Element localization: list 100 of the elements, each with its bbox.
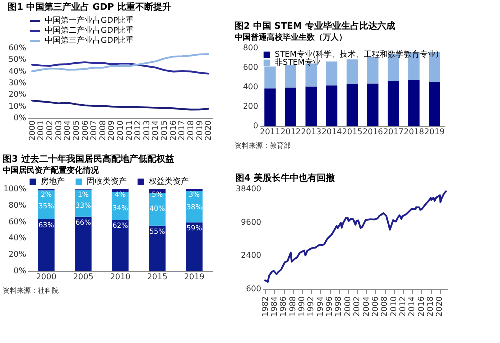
x-tick-label: 1990 <box>298 296 307 317</box>
legend-label: 房地产 <box>41 177 65 186</box>
y-tick-label: 600 <box>246 284 262 294</box>
x-tick-label: 2018 <box>186 120 196 141</box>
x-tick-label: 1994 <box>316 296 325 317</box>
y-tick-label: 60% <box>8 217 27 226</box>
x-tick-label: 2018 <box>404 128 424 136</box>
x-tick-label: 2010 <box>110 272 131 282</box>
line-series <box>32 62 210 75</box>
x-tick-label: 2015 <box>147 272 168 282</box>
bar <box>285 88 296 126</box>
x-tick-label: 2006 <box>370 296 380 317</box>
y-tick-label: 100% <box>4 184 27 194</box>
chart-title: 图1 中国第三产业占 GDP 比重不断提升 <box>8 2 172 13</box>
legend-label: 中国第三产业占GDP比重 <box>45 36 134 45</box>
bar <box>38 219 55 271</box>
x-tick-label: 2019 <box>424 128 445 136</box>
x-tick-label: 2005 <box>72 120 81 141</box>
x-tick-label: 2014 <box>408 296 417 317</box>
bar <box>367 57 379 84</box>
x-tick-label: 2014 <box>151 120 160 141</box>
x-tick-label: 2013 <box>142 120 152 141</box>
chart-title: 图2 中国 STEM 专业毕业生占比达六成 <box>235 21 396 32</box>
line-series <box>32 100 210 111</box>
bar <box>367 84 379 126</box>
bar <box>149 226 166 271</box>
x-tick-label: 2020 <box>204 120 214 141</box>
y-tick-label: 10% <box>8 102 27 111</box>
bar <box>112 189 129 192</box>
x-tick-label: 1988 <box>288 296 298 317</box>
x-tick-label: 2006 <box>80 120 90 141</box>
y-tick-label: 0% <box>14 266 27 276</box>
x-tick-label: 2015 <box>160 120 170 141</box>
x-tick-label: 2008 <box>98 120 108 141</box>
bar <box>408 80 420 126</box>
x-tick-label: 2010 <box>116 120 125 141</box>
x-tick-label: 2012 <box>398 296 408 317</box>
legend-label: 中国第二产业占GDP比重 <box>45 26 134 35</box>
y-tick-label: 800 <box>243 44 258 52</box>
legend-label: 中国第一产业占GDP比重 <box>45 16 134 25</box>
x-tick-label: 2004 <box>362 296 371 317</box>
line-series <box>32 54 210 72</box>
x-tick-label: 2003 <box>54 120 64 141</box>
x-tick-label: 2011 <box>260 128 280 136</box>
chart-title: 图4 美股长牛中也有回撤 <box>236 173 335 184</box>
y-tick-label: 20% <box>8 90 27 100</box>
line-series <box>264 190 448 283</box>
y-tick-label: 40% <box>8 66 27 76</box>
x-tick-label: 2002 <box>352 296 362 317</box>
bar <box>112 220 129 271</box>
x-tick-label: 2004 <box>63 120 72 141</box>
x-tick-label: 2016 <box>362 128 384 136</box>
x-tick-label: 2001 <box>36 120 46 141</box>
y-tick-label: 400 <box>243 82 258 92</box>
x-tick-label: 2015 <box>342 128 363 136</box>
x-tick-label: 2016 <box>416 296 426 317</box>
x-tick-label: 2000 <box>28 120 37 141</box>
x-tick-label: 1992 <box>306 296 316 317</box>
x-tick-label: 2005 <box>73 272 94 282</box>
bar <box>75 216 92 271</box>
x-tick-label: 2000 <box>343 296 352 317</box>
x-tick-label: 2017 <box>383 128 404 136</box>
bar <box>429 82 440 126</box>
x-tick-label: 2020 <box>435 296 444 317</box>
legend-label: 固收类资产 <box>87 177 127 186</box>
y-tick-label: 50% <box>8 55 27 64</box>
x-tick-label: 2010 <box>389 296 398 317</box>
x-tick-label: 2007 <box>90 120 99 141</box>
x-tick-label: 2014 <box>322 128 342 136</box>
bar <box>346 60 358 84</box>
bar <box>186 222 203 271</box>
x-tick-label: 1986 <box>279 296 288 317</box>
y-tick-label: 80% <box>8 200 27 210</box>
x-tick-label: 2000 <box>36 272 57 282</box>
x-tick-label: 2017 <box>178 120 187 141</box>
bar <box>264 88 276 126</box>
x-tick-label: 1996 <box>325 296 334 317</box>
bar <box>388 81 400 126</box>
y-tick-label: 38400 <box>236 184 262 194</box>
x-tick-label: 2012 <box>280 128 302 136</box>
y-tick-label: 60% <box>8 44 27 52</box>
y-tick-label: 600 <box>243 63 258 72</box>
bar <box>346 84 358 126</box>
x-tick-label: 1984 <box>270 296 279 317</box>
x-tick-label: 2018 <box>426 296 436 317</box>
x-tick-label: 2009 <box>107 120 116 141</box>
x-tick-label: 2012 <box>134 120 143 141</box>
chart-subtitle: 中国普通高校毕业生数（万人） <box>235 32 347 42</box>
x-tick-label: 2013 <box>301 128 322 136</box>
chart-subtitle: 中国居民资产配置变化情况 <box>3 165 100 175</box>
legend-label: 非STEM专业 <box>275 58 321 67</box>
y-tick-label: 30% <box>8 78 27 88</box>
y-tick-label: 200 <box>243 102 258 111</box>
x-tick-label: 2019 <box>184 272 205 282</box>
x-tick-label: 2008 <box>380 296 390 317</box>
x-tick-label: 1982 <box>260 296 270 317</box>
x-tick-label: 2019 <box>195 120 204 141</box>
y-tick-label: 20% <box>8 250 27 260</box>
legend-label: 权益类资产 <box>148 177 189 186</box>
bar <box>285 65 296 88</box>
